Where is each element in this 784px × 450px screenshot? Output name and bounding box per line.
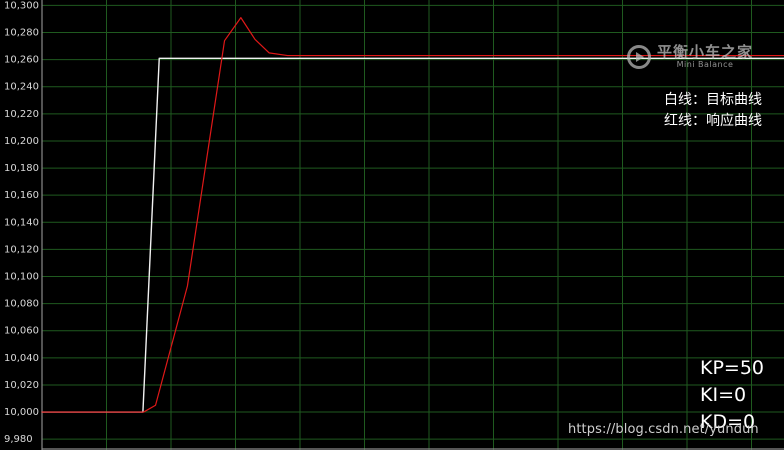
y-tick-label: 10,000 — [4, 407, 39, 418]
brand-logo: 平衡小车之家 Mini Balance — [627, 44, 753, 69]
target-curve-legend: 白线：目标曲线 — [664, 92, 762, 108]
play-logo-icon — [627, 44, 651, 69]
y-tick-label: 10,200 — [4, 136, 39, 147]
chart-grid — [42, 0, 784, 450]
chart-series — [41, 17, 784, 413]
y-tick-label: 10,280 — [4, 28, 39, 39]
kp-value: KP=50 — [700, 357, 765, 379]
response-curve-line — [41, 17, 784, 413]
y-tick-label: 10,160 — [4, 190, 39, 201]
y-tick-label: 10,120 — [4, 244, 39, 255]
brand-subtitle: Mini Balance — [676, 60, 734, 69]
chart-axes — [41, 0, 784, 450]
y-tick-label: 10,060 — [4, 326, 39, 337]
y-tick-label: 10,040 — [4, 353, 39, 364]
y-tick-label: 10,220 — [4, 109, 39, 120]
response-curve-legend: 红线：响应曲线 — [664, 113, 762, 129]
y-tick-label: 10,300 — [4, 0, 39, 11]
y-tick-label: 10,020 — [4, 380, 39, 391]
brand-text: 平衡小车之家 Mini Balance — [657, 44, 753, 69]
ki-value: KI=0 — [700, 384, 747, 406]
source-watermark: https://blog.csdn.net/yundun — [568, 422, 759, 437]
kd-value: KD=0 — [700, 411, 756, 433]
y-axis-tick-labels: 10,300 10,280 10,260 10,240 10,220 10,200 10,1… — [4, 0, 39, 445]
y-tick-label: 10,140 — [4, 217, 39, 228]
y-tick-label: 9,980 — [4, 434, 33, 445]
line-legend: 白线：目标曲线 红线：响应曲线 — [664, 90, 762, 132]
y-tick-label: 10,080 — [4, 299, 39, 310]
y-tick-label: 10,260 — [4, 55, 39, 66]
pid-parameters: KP=50 KI=0 KD=0 — [700, 355, 764, 436]
y-tick-label: 10,240 — [4, 82, 39, 93]
brand-name: 平衡小车之家 — [657, 43, 754, 61]
y-tick-label: 10,100 — [4, 272, 39, 283]
y-tick-label: 10,180 — [4, 163, 39, 174]
